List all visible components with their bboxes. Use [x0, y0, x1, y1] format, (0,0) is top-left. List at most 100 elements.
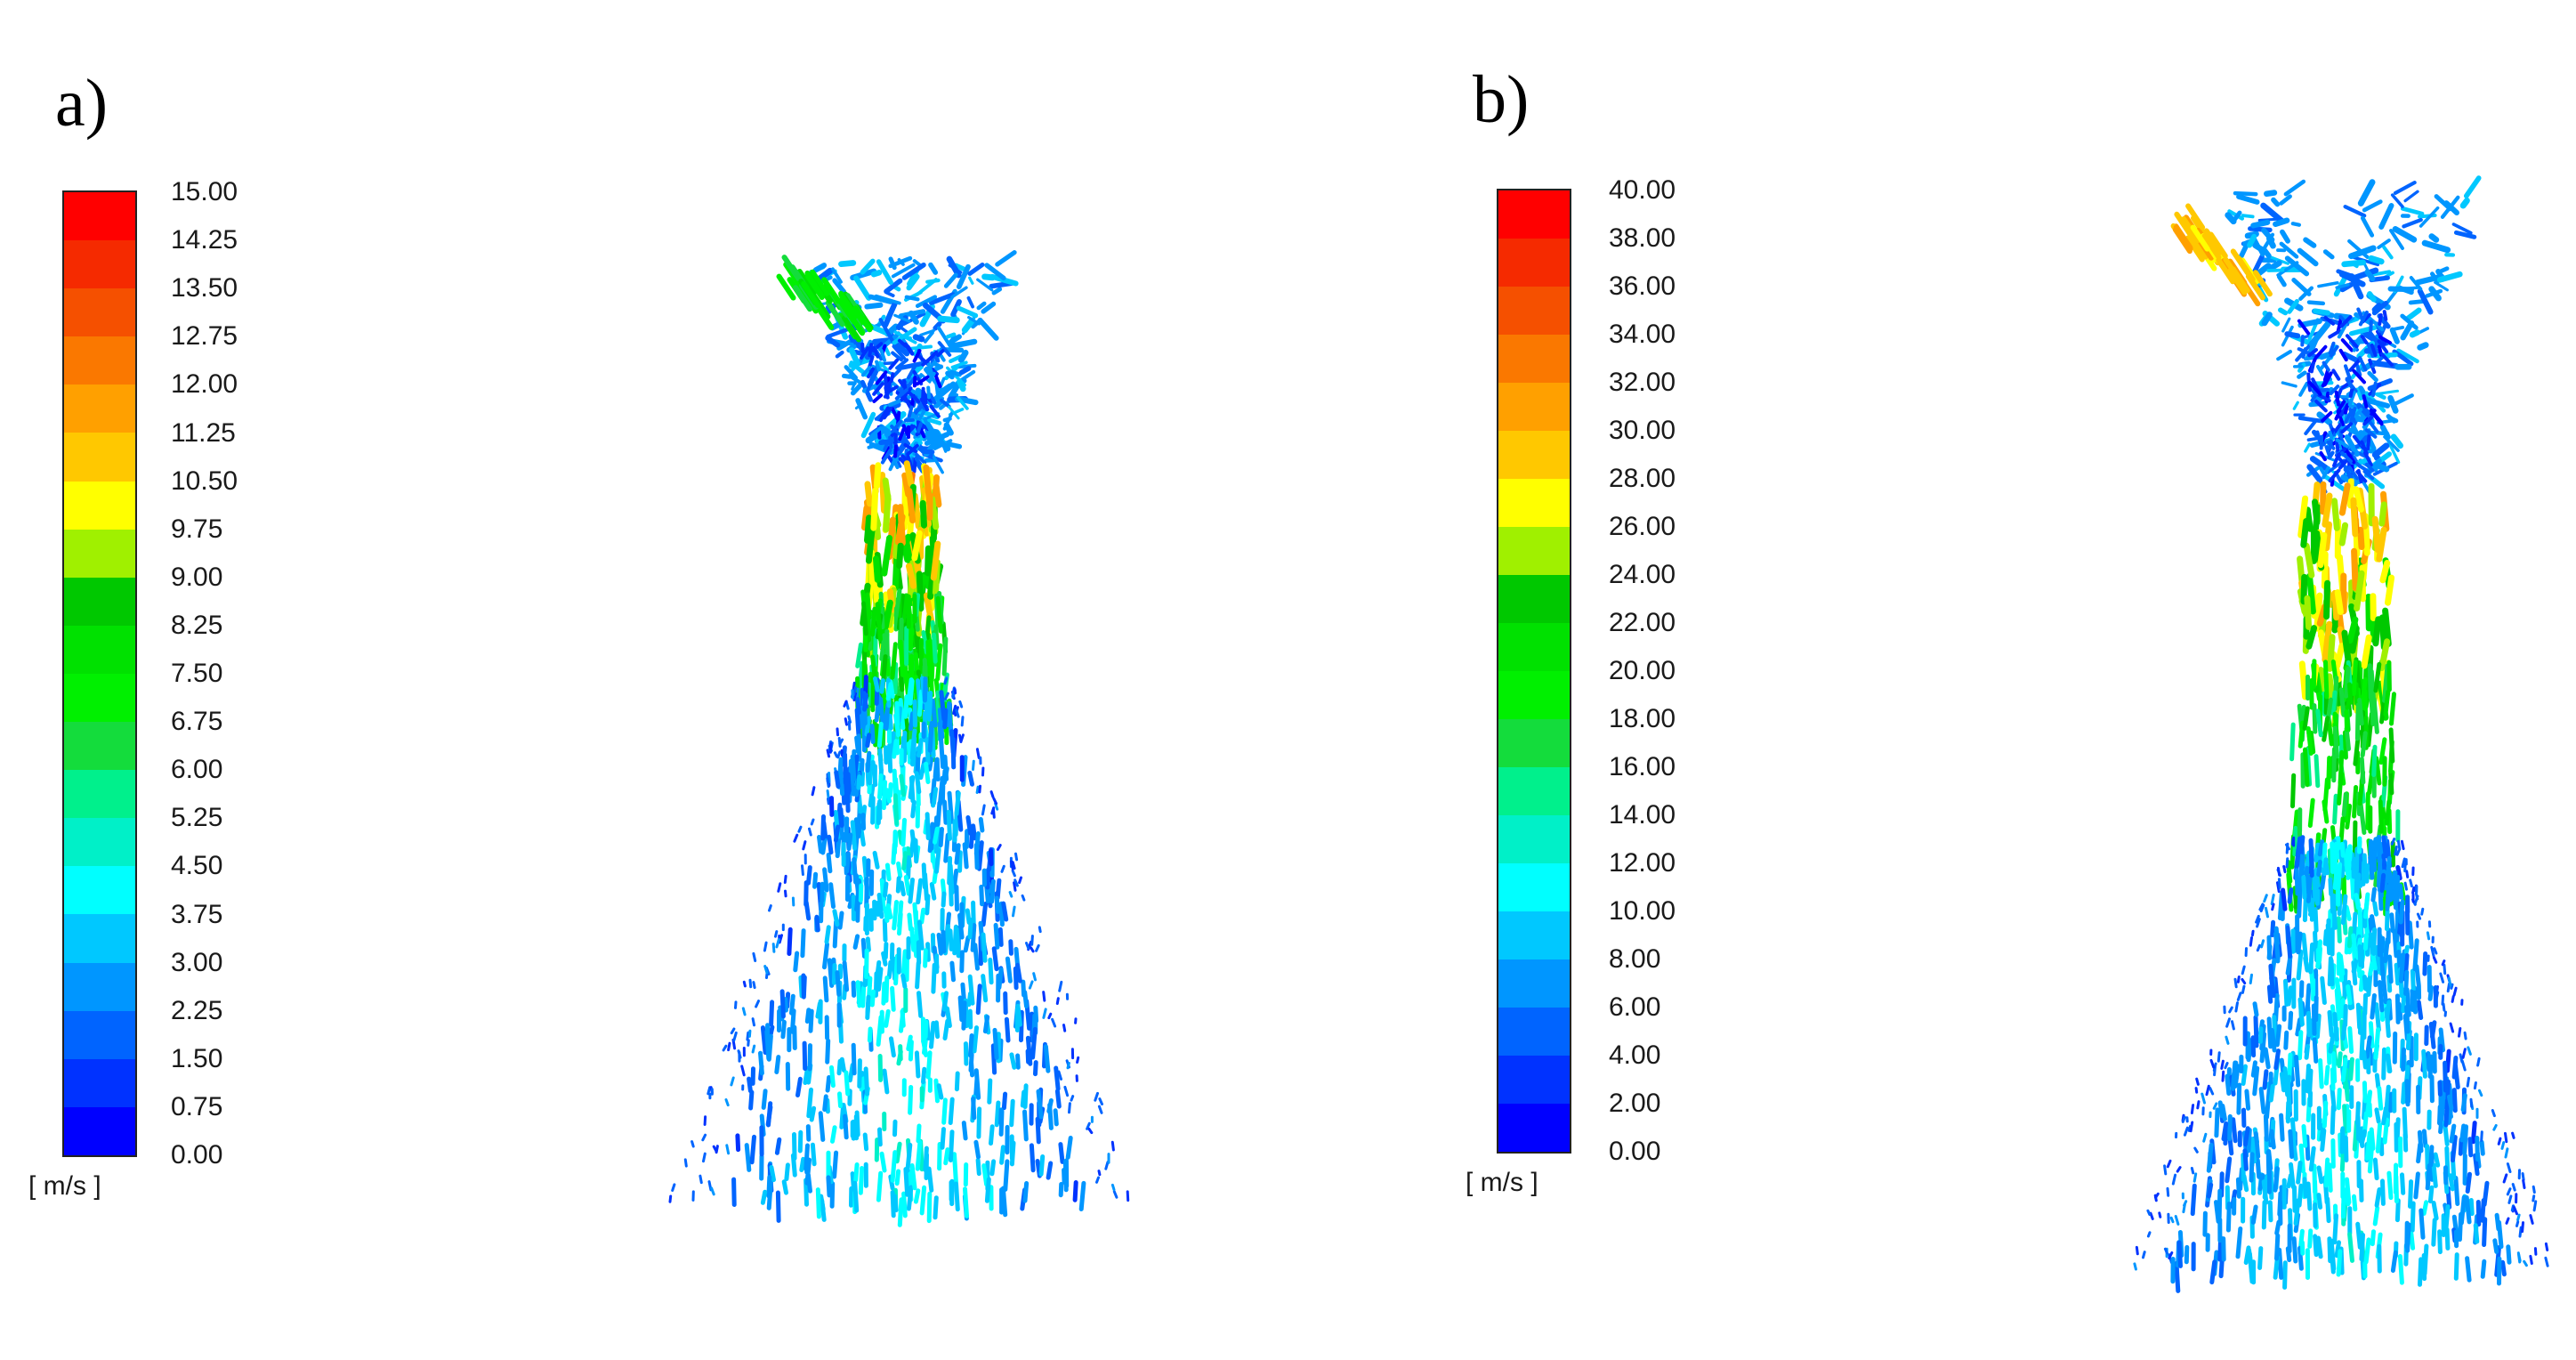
panel-label: a) — [55, 66, 109, 141]
velocity-vector — [2401, 857, 2406, 869]
velocity-vector — [1051, 1017, 1057, 1028]
velocity-vector — [2342, 1104, 2348, 1134]
legend-color-segment — [64, 240, 135, 289]
velocity-vector — [2297, 720, 2305, 749]
velocity-vector — [1054, 1065, 1061, 1091]
velocity-vector — [2332, 1213, 2338, 1245]
velocity-vector — [2231, 1117, 2238, 1144]
velocity-vector — [2443, 963, 2447, 975]
velocity-vector — [820, 836, 828, 855]
legend-unit: [ m/s ] — [28, 1171, 101, 1201]
velocity-vector — [865, 592, 872, 620]
velocity-vector — [913, 1188, 921, 1204]
velocity-vector — [1098, 1097, 1103, 1105]
velocity-vector — [2482, 1217, 2488, 1247]
velocity-vector — [967, 770, 974, 787]
velocity-vector — [2443, 200, 2460, 216]
color-legend-bar — [1497, 189, 1571, 1154]
velocity-vector — [2350, 363, 2364, 379]
velocity-vector — [2409, 1231, 2416, 1251]
velocity-vector — [930, 540, 941, 581]
velocity-vector — [937, 775, 945, 806]
velocity-vector — [2305, 625, 2318, 650]
velocity-vector — [796, 269, 817, 295]
velocity-vector — [2378, 951, 2386, 980]
velocity-vector — [2309, 361, 2315, 374]
velocity-vector — [2358, 970, 2365, 992]
velocity-vector — [2428, 286, 2442, 302]
velocity-vector — [2374, 1107, 2381, 1124]
velocity-vector — [894, 1141, 902, 1164]
velocity-vector — [2209, 1259, 2217, 1285]
velocity-vector — [998, 1109, 1005, 1137]
velocity-vector — [2225, 1035, 2230, 1045]
velocity-vector — [2341, 629, 2353, 668]
velocity-vector — [2290, 773, 2297, 809]
velocity-vector — [923, 871, 929, 902]
velocity-vector — [884, 975, 890, 1003]
legend-tick-label: 24.00 — [1609, 560, 1676, 589]
velocity-vector — [2252, 1065, 2260, 1097]
velocity-vector — [832, 1150, 839, 1179]
velocity-vector — [937, 341, 952, 357]
velocity-vector — [950, 299, 962, 318]
velocity-vector — [916, 738, 924, 758]
velocity-vector — [2511, 1183, 2516, 1192]
velocity-vector — [812, 263, 828, 273]
velocity-vector — [834, 770, 841, 789]
velocity-vector — [2322, 620, 2333, 663]
velocity-vector — [2163, 1164, 2168, 1176]
velocity-vector — [888, 358, 900, 370]
velocity-vector — [1012, 905, 1016, 918]
velocity-vector — [923, 418, 933, 433]
velocity-vector — [842, 315, 862, 343]
velocity-vector — [2357, 526, 2365, 550]
legend-tick-label: 1.50 — [171, 1043, 223, 1073]
velocity-vector — [833, 751, 838, 758]
velocity-vector — [2390, 193, 2404, 208]
velocity-vector — [2362, 853, 2368, 875]
velocity-vector — [865, 733, 872, 749]
velocity-vector — [2190, 224, 2210, 252]
velocity-vector — [2297, 887, 2303, 919]
velocity-vector — [893, 588, 902, 619]
velocity-vector — [2367, 370, 2378, 383]
velocity-vector — [2442, 1002, 2446, 1012]
velocity-vector — [2310, 390, 2320, 402]
velocity-vector — [933, 624, 940, 651]
velocity-vector — [894, 1169, 901, 1186]
velocity-vector — [899, 773, 907, 797]
velocity-vector — [2506, 1162, 2512, 1173]
velocity-vector — [2322, 360, 2330, 372]
velocity-vector — [2360, 731, 2368, 757]
legend-tick-label: 15.00 — [171, 177, 238, 206]
velocity-vector — [981, 804, 986, 816]
velocity-vector — [924, 761, 931, 784]
velocity-vector — [2313, 930, 2318, 952]
legend-tick-label: 0.75 — [171, 1091, 223, 1121]
velocity-vector — [931, 962, 937, 994]
velocity-vector — [2385, 799, 2392, 826]
velocity-vector — [2379, 424, 2391, 441]
velocity-vector — [2273, 217, 2290, 228]
velocity-vector — [2306, 300, 2326, 306]
velocity-vector — [2323, 315, 2336, 326]
velocity-vector — [722, 1044, 728, 1052]
velocity-vector — [837, 1091, 843, 1109]
velocity-vector — [2247, 233, 2257, 248]
color-legend-bar — [62, 190, 137, 1157]
velocity-vector — [835, 970, 842, 997]
velocity-vector — [877, 1054, 884, 1082]
velocity-vector — [802, 840, 807, 851]
velocity-vector — [851, 980, 857, 998]
legend-color-segment — [1498, 239, 1570, 287]
velocity-vector — [2205, 1084, 2210, 1097]
velocity-vector — [748, 978, 753, 989]
velocity-vector — [919, 328, 936, 337]
velocity-vector — [915, 278, 938, 296]
velocity-vector — [957, 378, 966, 393]
velocity-vector — [2262, 1069, 2269, 1090]
velocity-vector — [2370, 409, 2384, 426]
velocity-vector — [2187, 1124, 2192, 1132]
velocity-vector — [1013, 966, 1019, 991]
